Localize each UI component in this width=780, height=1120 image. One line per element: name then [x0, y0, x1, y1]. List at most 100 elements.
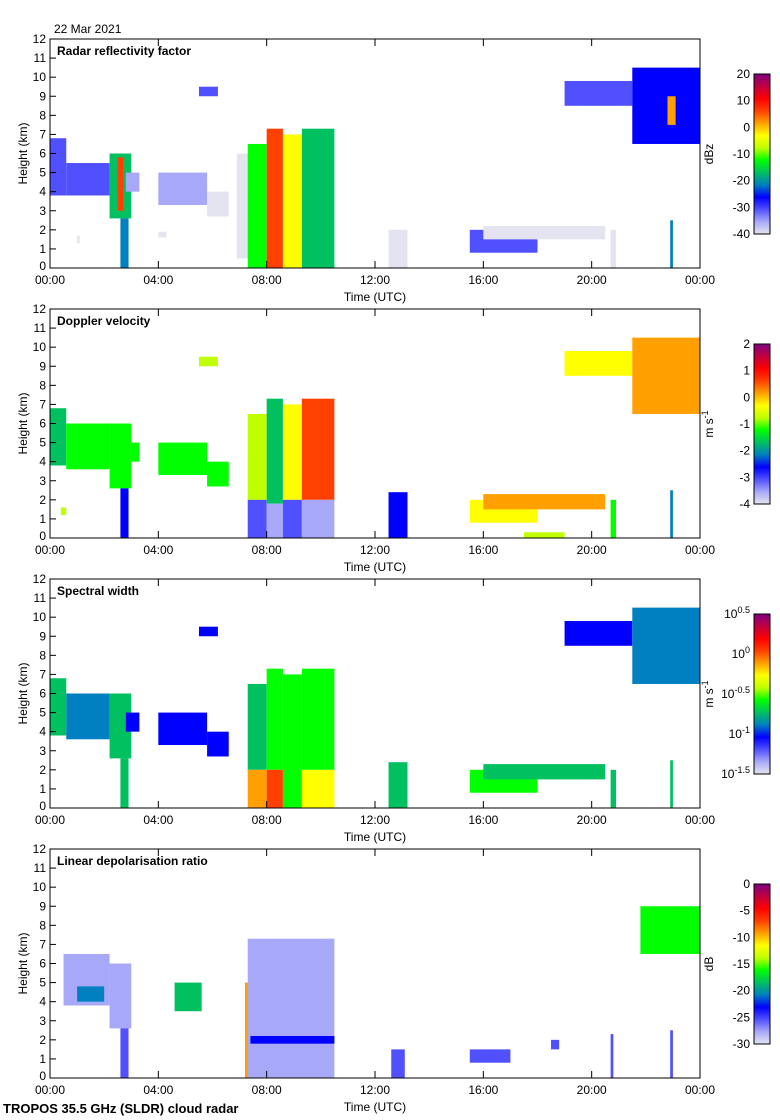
x-tick-label: 16:00 [468, 813, 498, 827]
heatmap-patch [109, 693, 132, 759]
heatmap-patch [667, 96, 676, 125]
y-tick-label: 3 [39, 204, 46, 218]
colorbar-unit-base: m s [702, 418, 716, 437]
panel-4: Linear depolarisation ratio0123456789101… [16, 842, 771, 1114]
colorbar-tick-label: -5 [739, 904, 750, 918]
x-tick-label: 04:00 [143, 543, 173, 557]
colorbar-tick-label: 10 [737, 94, 751, 108]
colorbar-tick-base: 10 [721, 767, 735, 781]
x-tick-label: 12:00 [360, 1083, 390, 1097]
x-axis-label: Time (UTC) [344, 290, 406, 304]
y-tick-label: 11 [34, 51, 47, 65]
panel-1: Radar reflectivity factor012345678910111… [16, 32, 771, 304]
heatmap-patch [117, 157, 124, 211]
y-tick-label: 7 [39, 667, 46, 681]
y-axis-label: Height (km) [16, 932, 30, 994]
heatmap-patch [60, 507, 67, 516]
heatmap-patch [388, 492, 408, 538]
x-tick-label: 08:00 [252, 273, 282, 287]
y-tick-label: 7 [39, 397, 46, 411]
y-tick-label: 10 [33, 340, 47, 354]
y-tick-label: 4 [39, 185, 46, 199]
heatmap-patch [158, 442, 208, 476]
colorbar-tick-base: -10 [733, 147, 751, 161]
heatmap-patch [564, 350, 633, 376]
y-tick-label: 10 [33, 610, 47, 624]
y-tick-label: 12 [33, 302, 47, 316]
y-tick-label: 4 [39, 455, 46, 469]
x-tick-label: 08:00 [252, 543, 282, 557]
colorbar-tick-label: -3 [739, 470, 750, 484]
x-tick-label: 16:00 [468, 1083, 498, 1097]
heatmap-patch [610, 229, 617, 268]
heatmap-patch [483, 764, 606, 780]
heatmap-patch [109, 423, 132, 489]
y-tick-label: 8 [39, 918, 46, 932]
colorbar-unit: m s-1 [700, 410, 716, 437]
y-tick-label: 8 [39, 648, 46, 662]
heatmap-patch [523, 532, 565, 538]
heatmap-patch [266, 503, 283, 538]
heatmap-patch [247, 683, 267, 770]
heatmap-cells [50, 337, 700, 538]
panel-title: Doppler velocity [57, 314, 151, 328]
heatmap-patch [77, 235, 80, 244]
x-tick-label: 00:00 [685, 813, 715, 827]
heatmap-patch [109, 963, 132, 1029]
panel-title: Spectral width [57, 584, 139, 598]
heatmap-patch [670, 220, 673, 268]
x-tick-label: 04:00 [143, 813, 173, 827]
heatmap-patch [198, 626, 218, 637]
colorbar-tick-base: -3 [739, 470, 750, 484]
heatmap-patch [266, 398, 283, 504]
heatmap-cells [63, 906, 700, 1078]
colorbar [753, 613, 771, 775]
heatmap-patch [301, 769, 335, 808]
heatmap-patch [125, 172, 140, 192]
heatmap-patch [564, 620, 633, 646]
colorbar-tick-label: 1 [743, 364, 750, 378]
footer-label: TROPOS 35.5 GHz (SLDR) cloud radar [3, 1101, 239, 1116]
colorbar-tick-label: 2 [743, 337, 750, 351]
heatmap-patch [282, 134, 302, 268]
heatmap-patch [640, 906, 700, 954]
colorbar-tick-label: -20 [733, 984, 751, 998]
y-tick-label: 10 [33, 880, 47, 894]
y-tick-label: 2 [39, 493, 46, 507]
heatmap-patch [66, 693, 110, 740]
heatmap-patch [207, 731, 229, 757]
y-tick-label: 1 [39, 242, 46, 256]
x-tick-label: 00:00 [35, 1083, 65, 1097]
heatmap-patch [391, 1049, 405, 1078]
heatmap-patch [50, 138, 67, 196]
x-tick-label: 00:00 [685, 1083, 715, 1097]
y-axis-label: Height (km) [16, 392, 30, 454]
x-axis-label: Time (UTC) [344, 1100, 406, 1114]
colorbar-tick-label: 20 [737, 67, 751, 81]
heatmap-patch [247, 769, 267, 808]
y-tick-label: 3 [39, 474, 46, 488]
heatmap-patch [66, 163, 110, 196]
heatmap-patch [610, 1034, 614, 1078]
colorbar-tick-label: -25 [733, 1010, 751, 1024]
heatmap-patch [670, 760, 673, 808]
heatmap-patch [77, 986, 105, 1002]
heatmap-patch [198, 86, 218, 97]
heatmap-patch [282, 674, 302, 808]
x-tick-label: 00:00 [685, 273, 715, 287]
colorbar-tick-base: 0 [743, 120, 750, 134]
colorbar-tick-base: 10 [737, 94, 751, 108]
heatmap-patch [207, 191, 229, 217]
heatmap-patch [469, 1049, 511, 1063]
heatmap-patch [610, 769, 617, 808]
panel-title: Linear depolarisation ratio [57, 854, 208, 868]
y-tick-label: 7 [39, 127, 46, 141]
colorbar-tick-base: 1 [743, 364, 750, 378]
x-tick-label: 20:00 [577, 813, 607, 827]
colorbar-unit-base: dB [702, 957, 716, 972]
colorbar-tick-label: 0 [743, 877, 750, 891]
heatmap-patch [158, 712, 208, 746]
colorbar-tick-label: -30 [733, 1037, 751, 1051]
heatmap-patch [266, 128, 283, 268]
